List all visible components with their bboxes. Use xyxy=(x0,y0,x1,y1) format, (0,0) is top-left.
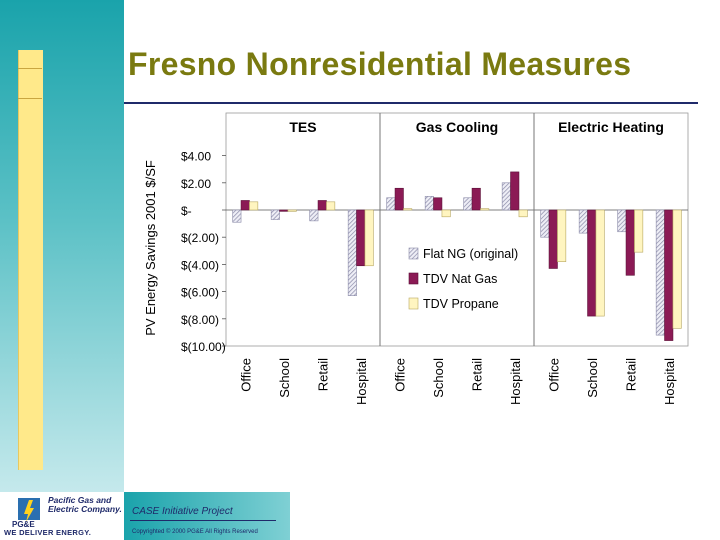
legend-label: TDV Propane xyxy=(423,297,499,311)
title-rule xyxy=(124,102,698,104)
category-label: Office xyxy=(392,358,407,392)
footer-copyright: Copyrighted © 2000 PG&E All Rights Reser… xyxy=(132,529,258,535)
company-slogan: WE DELIVER ENERGY. xyxy=(4,528,92,537)
bar xyxy=(240,200,250,211)
chart-labels: PV Energy Savings 2001 $/SF $4.00 $2.00 $- $… xyxy=(143,119,677,405)
plot-frame xyxy=(225,112,689,347)
bar xyxy=(287,209,297,212)
legend-swatch xyxy=(408,272,419,285)
footer-rule xyxy=(130,520,276,521)
y-tick-label: $(10.00) xyxy=(181,340,226,354)
category-label: School xyxy=(585,358,600,398)
group-title: Electric Heating xyxy=(558,119,664,135)
slide-title: Fresno Nonresidential Measures xyxy=(128,46,632,82)
legend-label: TDV Nat Gas xyxy=(423,272,497,286)
group-title: TES xyxy=(289,119,316,135)
footer-project-label: CASE Initiative Project xyxy=(132,506,233,517)
company-name: Pacific Gas and Electric Company. xyxy=(48,495,122,514)
bar xyxy=(364,209,374,267)
bar xyxy=(347,209,357,296)
bar xyxy=(463,197,473,211)
bar xyxy=(424,196,434,211)
category-label: Retail xyxy=(315,358,330,391)
footer-bar xyxy=(124,492,290,540)
y-tick-label: $- xyxy=(181,204,192,218)
bar xyxy=(672,209,682,329)
bar xyxy=(394,187,404,211)
legend-box xyxy=(403,246,527,324)
bar xyxy=(595,209,605,317)
bar xyxy=(587,209,597,317)
bar xyxy=(510,171,520,211)
bar xyxy=(548,209,558,269)
bar xyxy=(471,187,481,211)
logo-text: PG&E xyxy=(12,520,35,528)
bar xyxy=(557,209,567,262)
bar xyxy=(480,208,490,211)
chart-legend: Flat NG (original) TDV Nat Gas TDV Propane xyxy=(403,246,527,324)
category-label: Hospital xyxy=(508,358,523,405)
accent-bar xyxy=(18,50,43,470)
group-title: Gas Cooling xyxy=(416,119,498,135)
y-tick-label: $4.00 xyxy=(181,150,211,164)
bar xyxy=(403,208,413,211)
y-tick-label: $(6.00) xyxy=(181,286,219,300)
pge-logo-icon: PG&E xyxy=(12,498,40,528)
bar xyxy=(317,200,327,211)
bar xyxy=(433,197,443,211)
category-label: School xyxy=(277,358,292,398)
bar xyxy=(664,209,674,341)
bar-chart: PV Energy Savings 2001 $/SF $4.00 $2.00 $- $… xyxy=(143,112,689,405)
y-tick-label: $(4.00) xyxy=(181,258,219,272)
y-tick-label: $(2.00) xyxy=(181,231,219,245)
bar xyxy=(625,209,635,276)
bar xyxy=(441,209,451,218)
y-tick-label: $2.00 xyxy=(181,177,211,191)
category-label: Office xyxy=(238,358,253,392)
bar xyxy=(518,209,528,218)
bar xyxy=(634,209,644,253)
bar xyxy=(309,209,319,222)
bar xyxy=(655,209,665,336)
y-tick-label: $(8.00) xyxy=(181,313,219,327)
bar xyxy=(270,209,280,220)
category-label: School xyxy=(431,358,446,398)
chart-bars xyxy=(232,171,682,341)
bar xyxy=(279,209,289,212)
chart-grid xyxy=(222,112,689,347)
legend-swatch xyxy=(408,297,419,310)
accent-line xyxy=(18,98,42,99)
bar xyxy=(326,201,336,211)
legend-label: Flat NG (original) xyxy=(423,247,518,261)
legend-swatch xyxy=(408,247,419,260)
category-label: Retail xyxy=(623,358,638,391)
bar xyxy=(501,182,511,211)
bar xyxy=(232,209,242,223)
category-label: Office xyxy=(546,358,561,392)
y-axis-label: PV Energy Savings 2001 $/SF xyxy=(143,160,158,336)
bar xyxy=(578,209,588,234)
accent-line xyxy=(18,68,42,69)
category-label: Hospital xyxy=(354,358,369,405)
bar xyxy=(617,209,627,233)
bar xyxy=(386,197,396,211)
category-label: Retail xyxy=(469,358,484,391)
bar xyxy=(249,201,259,211)
bar xyxy=(356,209,366,267)
bar xyxy=(540,209,550,238)
category-label: Hospital xyxy=(662,358,677,405)
